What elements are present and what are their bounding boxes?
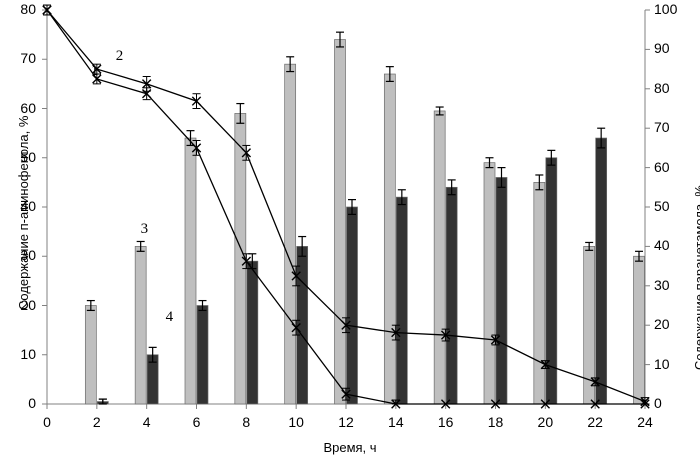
error-bar-stub <box>98 398 107 404</box>
error-bar <box>286 56 295 73</box>
x-tick-label: 24 <box>637 414 653 430</box>
error-bar <box>547 149 556 166</box>
bar <box>433 110 446 405</box>
x-tick-label: 20 <box>537 414 554 430</box>
x-tick-label: 0 <box>43 414 51 430</box>
x-tick-label: 4 <box>142 414 151 430</box>
bar <box>533 182 546 405</box>
bar-series-4 <box>96 127 608 405</box>
bar <box>184 137 197 405</box>
bar <box>633 255 645 405</box>
error-bar <box>635 250 643 262</box>
line-series-1 <box>42 4 650 409</box>
error-bar <box>385 66 394 83</box>
x-tick-label: 22 <box>587 414 603 430</box>
y-tick-label-right: 0 <box>654 395 662 411</box>
error-bar <box>497 167 506 188</box>
y-tick-label-right: 70 <box>654 119 670 136</box>
y-tick-label-right: 20 <box>654 316 670 333</box>
y-tick-label-right: 40 <box>654 237 670 254</box>
x-tick-label: 2 <box>92 414 101 430</box>
error-bar <box>298 235 307 257</box>
y-tick-label-right: 90 <box>654 40 670 57</box>
bar <box>246 260 259 405</box>
error-bar <box>397 189 406 206</box>
x-tick-label: 10 <box>288 414 304 430</box>
y-axis-title-right: Содержание парацетамола, % <box>692 185 700 370</box>
bar <box>196 305 209 405</box>
error-bar <box>585 241 594 251</box>
bar <box>595 137 608 405</box>
x-tick-label: 16 <box>437 414 454 430</box>
error-bar <box>485 157 494 169</box>
error-bar <box>86 299 95 312</box>
error-bar <box>348 199 356 215</box>
y-tick-label-left: 60 <box>20 99 36 116</box>
series-label-3: 3 <box>140 220 149 237</box>
bar <box>395 196 408 405</box>
x-tick-label: 12 <box>338 414 354 430</box>
x-tick-label: 18 <box>487 414 504 430</box>
y-tick-label-right: 100 <box>654 1 678 17</box>
bar <box>334 39 346 405</box>
bar <box>445 186 458 405</box>
bar <box>84 305 97 405</box>
bar-series-3 <box>84 31 645 405</box>
y-tick-label-left: 40 <box>20 198 36 214</box>
y-tick-label-right: 30 <box>654 276 670 293</box>
error-bar <box>435 106 444 116</box>
y-tick-label-left: 30 <box>20 247 36 264</box>
error-bar <box>336 31 344 48</box>
bar <box>495 177 508 405</box>
bar <box>284 63 297 405</box>
error-bar <box>198 299 207 312</box>
y-tick-label-left: 80 <box>20 1 36 17</box>
bar <box>134 246 147 405</box>
y-tick-label-right: 80 <box>654 79 670 96</box>
y-tick-label-left: 10 <box>20 345 36 362</box>
y-tick-label-right: 10 <box>654 355 670 372</box>
x-tick-label: 6 <box>192 414 201 430</box>
bar <box>483 162 496 405</box>
bar <box>383 73 396 405</box>
x-axis-title: Время, ч <box>323 440 377 455</box>
x-tick-label: 8 <box>242 414 251 430</box>
y-tick-label-left: 70 <box>20 50 36 67</box>
series-label-1: 1 <box>90 63 99 80</box>
axes <box>42 9 650 409</box>
series-label-2: 2 <box>115 48 124 65</box>
y-tick-label-left: 0 <box>28 395 36 411</box>
series-label-4: 4 <box>165 309 174 326</box>
y-tick-label-left: 50 <box>20 148 36 165</box>
y-tick-label-right: 60 <box>654 158 670 175</box>
x-tick-label: 14 <box>388 414 404 430</box>
error-bar <box>136 240 145 252</box>
y-tick-label-left: 20 <box>20 296 36 313</box>
error-bar <box>148 346 157 363</box>
bar <box>346 206 358 405</box>
error-bar <box>597 127 606 149</box>
error-bar <box>447 179 456 196</box>
error-bar <box>535 174 544 191</box>
line-series-2 <box>42 4 650 407</box>
error-bar <box>236 102 245 124</box>
y-tick-label-right: 50 <box>654 198 670 214</box>
